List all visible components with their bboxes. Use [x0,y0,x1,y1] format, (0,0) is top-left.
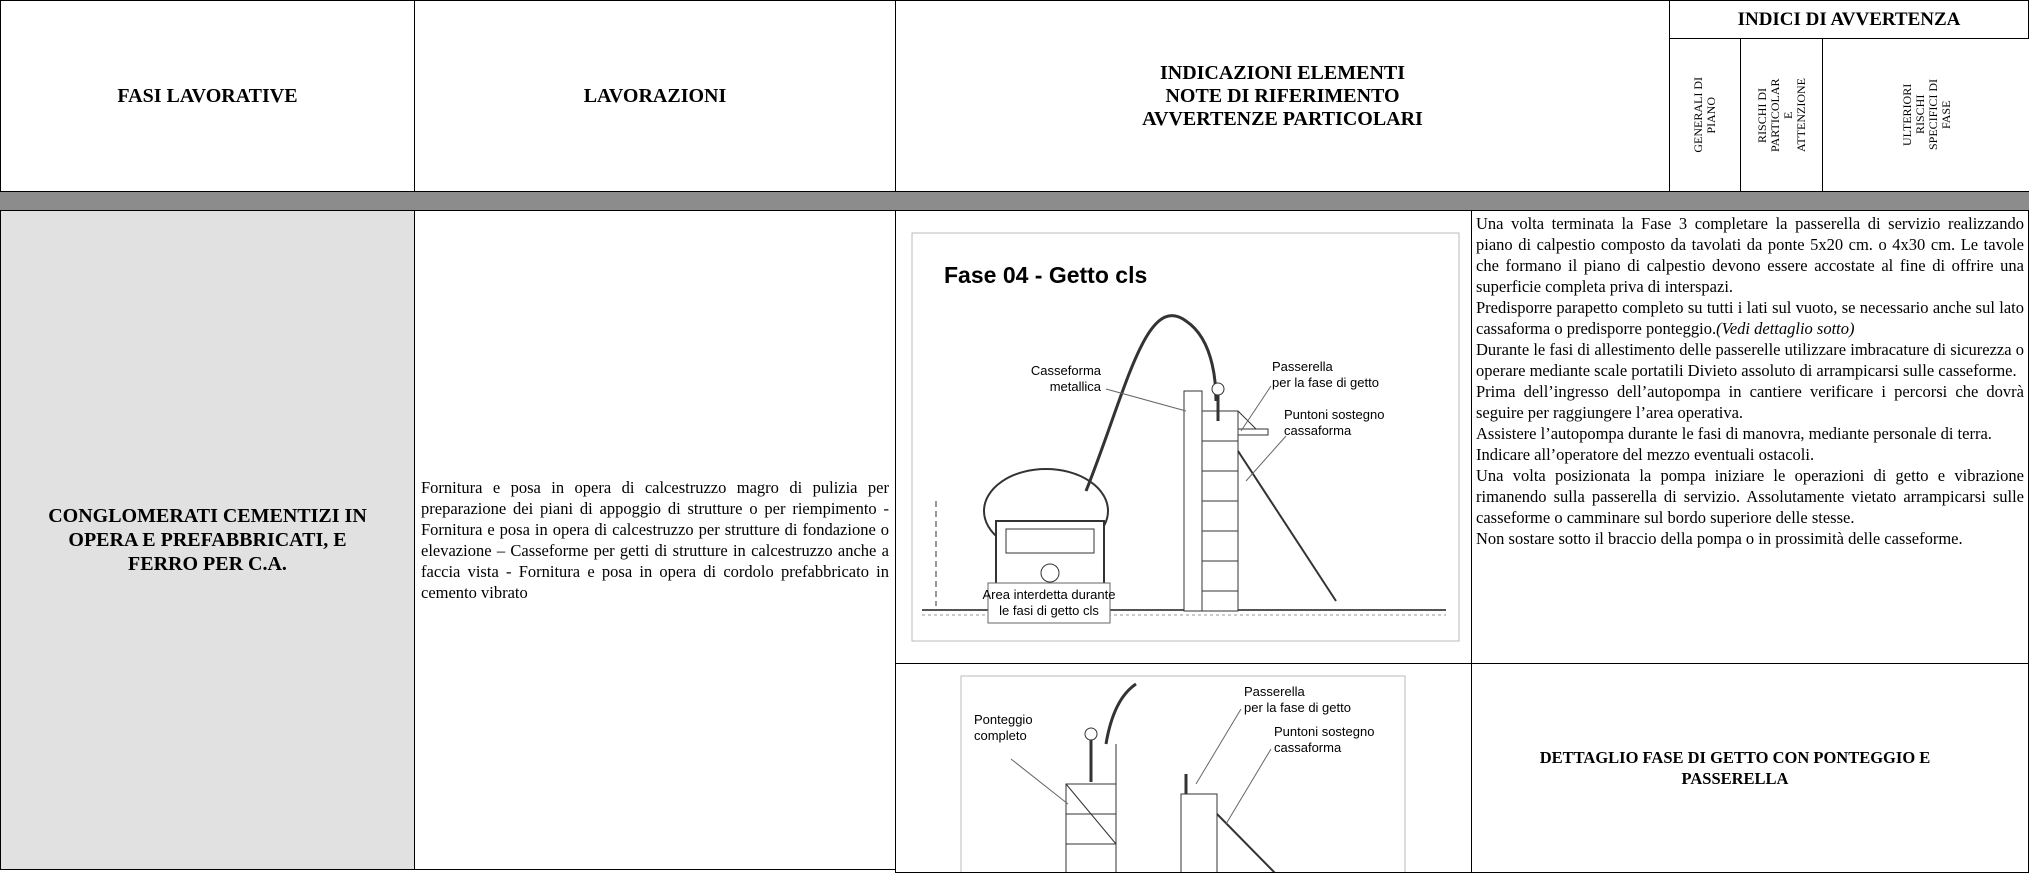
diagram-label: per la fase di getto [1272,375,1379,390]
vertical-text: RISCHI DI PARTICOLAR E ATTENZIONE [1754,78,1808,152]
diagram-label: Passerella [1244,684,1305,699]
figure2-cell: Ponteggio completo Passerella per la fase d… [895,663,1472,873]
figure1-cell: Fase 04 - Getto cls Casseforma metallica Pa… [895,210,1472,664]
header-text: AVVERTENZE PARTICOLARI [1142,107,1423,130]
diagram-label: Area interdetta durante [983,587,1116,602]
figure-title: Fase 04 - Getto cls [944,262,1147,288]
diagram-label: Puntoni sostegno [1284,407,1384,422]
diagram-label: metallica [1050,379,1102,394]
vertical-label: PARTICOLAR [1767,78,1782,152]
diagram-label: completo [974,728,1027,743]
vertical-label: E [1780,111,1795,119]
note-emphasis: (Vedi dettaglio sotto) [1716,319,1855,338]
header-text: LAVORAZIONI [583,84,727,107]
vertical-label: PIANO [1704,96,1718,134]
note-text: Prima dell’ingresso dell’autopompa in ca… [1476,382,2024,422]
vertical-text: GENERALI DI PIANO [1691,77,1718,153]
vertical-label: ATTENZIONE [1793,78,1808,152]
note-text: Indicare all’operatore del mezzo eventua… [1476,445,1815,464]
diagram-label: cassaforma [1284,423,1352,438]
diagram-label: Ponteggio [974,712,1033,727]
separator-bar [0,192,2029,210]
indici-col: ULTERIORI RISCHI SPECIFICI DI FASE [1822,38,2029,192]
header-indici: INDICI DI AVVERTENZA [1669,0,2029,39]
fase-text: CONGLOMERATI CEMENTIZI IN OPERA E PREFAB… [48,505,367,575]
vertical-text: ULTERIORI RISCHI SPECIFICI DI FASE [1900,79,1953,150]
header-lavorazioni: LAVORAZIONI [414,0,896,192]
note-text: Non sostare sotto il braccio della pompa… [1476,529,1963,548]
detail-cell: DETTAGLIO FASE DI GETTO CON PONTEGGIO E … [1471,663,2029,873]
note-text: Una volta posizionata la pompa iniziare … [1476,466,2024,527]
vertical-label: FASE [1939,100,1953,130]
fase-cell: CONGLOMERATI CEMENTIZI IN OPERA E PREFAB… [0,210,415,870]
header-indicazioni: INDICAZIONI ELEMENTI NOTE DI RIFERIMENTO A… [895,0,1670,192]
diagram-label: cassaforma [1274,740,1342,755]
diagram-label: Casseforma [1031,363,1102,378]
header-text: FASI LAVORATIVE [117,84,298,107]
note-text: Assistere l’autopompa durante le fasi di… [1476,424,1992,443]
diagram-label: per la fase di getto [1244,700,1351,715]
note-text: Predisporre parapetto completo su tutti … [1476,298,2024,338]
detail-text: DETTAGLIO FASE DI GETTO CON PONTEGGIO E … [1539,748,1931,788]
notes-cell: Una volta terminata la Fase 3 completare… [1471,210,2029,664]
note-text: Durante le fasi di allestimento delle pa… [1476,340,2024,380]
diagram-label: le fasi di getto cls [999,603,1099,618]
diagram-label: Puntoni sostegno [1274,724,1374,739]
indici-col: RISCHI DI PARTICOLAR E ATTENZIONE [1740,38,1823,192]
header-text: NOTE DI RIFERIMENTO [1165,84,1400,107]
vertical-label: RISCHI DI [1754,87,1769,143]
lavorazioni-cell: Fornitura e posa in opera di calcestruzz… [414,210,896,870]
header-fasi: FASI LAVORATIVE [0,0,415,192]
diagram-label: Passerella [1272,359,1333,374]
note-paragraph: Predisporre parapetto completo su tutti … [1476,297,2024,339]
indici-col: GENERALI DI PIANO [1669,38,1741,192]
note-text: Una volta terminata la Fase 3 completare… [1476,214,2024,296]
header-text: INDICI DI AVVERTENZA [1737,8,1961,30]
lavorazioni-text: Fornitura e posa in opera di calcestruzz… [421,478,889,602]
header-text: INDICAZIONI ELEMENTI [1159,61,1406,84]
